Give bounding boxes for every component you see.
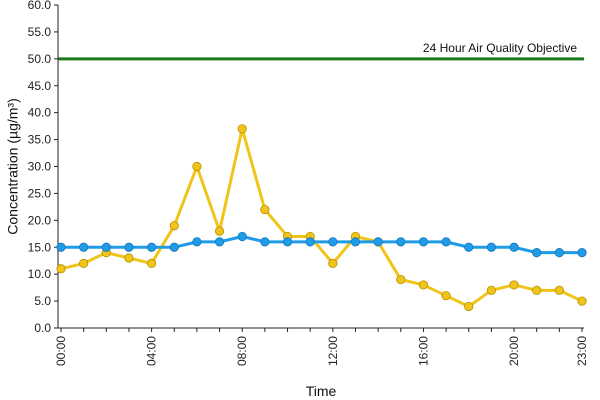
y-tick-label: 50.0 bbox=[28, 52, 52, 66]
series-0 bbox=[56, 124, 587, 312]
x-axis-title: Time bbox=[306, 383, 337, 399]
data-point bbox=[214, 226, 225, 236]
y-ticks: 0.0 5.0 10.0 15.0 20.0 25.0 30.0 35.0 40.0 45.0 50… bbox=[28, 0, 58, 335]
data-point bbox=[260, 204, 270, 215]
data-point bbox=[396, 237, 406, 247]
y-tick-label: 40.0 bbox=[28, 106, 52, 120]
y-tick-label: 15.0 bbox=[28, 240, 52, 254]
x-tick-label: 23:00 bbox=[575, 336, 589, 366]
data-point bbox=[101, 242, 111, 252]
y-tick-label: 25.0 bbox=[28, 186, 52, 200]
y-tick-label: 10.0 bbox=[28, 267, 52, 281]
data-point bbox=[192, 237, 202, 247]
data-point bbox=[214, 237, 225, 247]
data-point bbox=[79, 242, 89, 252]
data-point bbox=[532, 285, 542, 295]
data-point bbox=[237, 124, 247, 134]
data-point bbox=[418, 280, 429, 290]
x-tick-label: 04:00 bbox=[145, 336, 159, 366]
y-axis-title: Concentration (µg/m³) bbox=[5, 98, 21, 234]
data-point bbox=[56, 242, 66, 252]
data-point bbox=[509, 242, 519, 252]
data-point bbox=[486, 285, 496, 295]
data-point bbox=[169, 221, 179, 231]
data-point bbox=[464, 301, 474, 312]
data-point bbox=[464, 242, 474, 252]
y-tick-label: 0.0 bbox=[34, 321, 51, 335]
objective-group: 24 Hour Air Quality Objective bbox=[58, 41, 584, 61]
data-point bbox=[260, 237, 270, 247]
data-point bbox=[441, 291, 451, 301]
objective-label: 24 Hour Air Quality Objective bbox=[423, 41, 577, 55]
y-tick-label: 55.0 bbox=[28, 25, 52, 39]
series-line bbox=[59, 127, 584, 308]
data-point bbox=[124, 242, 134, 252]
data-point bbox=[418, 237, 429, 247]
data-point bbox=[192, 161, 202, 172]
y-tick-label: 60.0 bbox=[28, 0, 52, 12]
data-point bbox=[79, 258, 89, 268]
y-tick-label: 45.0 bbox=[28, 79, 52, 93]
data-point bbox=[577, 248, 587, 258]
data-point bbox=[441, 237, 451, 247]
data-point bbox=[554, 248, 564, 258]
data-point bbox=[56, 264, 66, 274]
data-point bbox=[350, 237, 361, 247]
data-point bbox=[124, 253, 134, 263]
data-point bbox=[577, 296, 587, 306]
data-point bbox=[373, 237, 383, 247]
y-tick-label: 30.0 bbox=[28, 160, 52, 174]
x-tick-label: 00:00 bbox=[54, 336, 68, 366]
x-tick-label: 20:00 bbox=[507, 336, 521, 366]
data-point bbox=[328, 258, 338, 268]
series-group bbox=[56, 124, 587, 312]
data-point bbox=[147, 258, 157, 268]
x-tick-label: 08:00 bbox=[235, 336, 249, 366]
data-point bbox=[554, 285, 564, 295]
data-point bbox=[237, 231, 247, 242]
data-point bbox=[147, 242, 157, 252]
x-tick-label: 16:00 bbox=[416, 336, 430, 366]
series-1 bbox=[56, 231, 587, 258]
data-point bbox=[169, 242, 179, 252]
data-point bbox=[396, 274, 406, 285]
x-tick-label: 12:00 bbox=[326, 336, 340, 366]
data-point bbox=[532, 248, 542, 258]
y-tick-label: 20.0 bbox=[28, 213, 52, 227]
data-point bbox=[305, 237, 315, 247]
x-ticks: 00:00 04:00 08:00 12:00 16:00 20:00 23:00 bbox=[54, 328, 589, 366]
data-point bbox=[509, 280, 519, 290]
y-tick-label: 35.0 bbox=[28, 133, 52, 147]
data-point bbox=[282, 237, 293, 247]
data-point bbox=[486, 242, 496, 252]
y-tick-label: 5.0 bbox=[34, 294, 51, 308]
data-point bbox=[328, 237, 338, 247]
